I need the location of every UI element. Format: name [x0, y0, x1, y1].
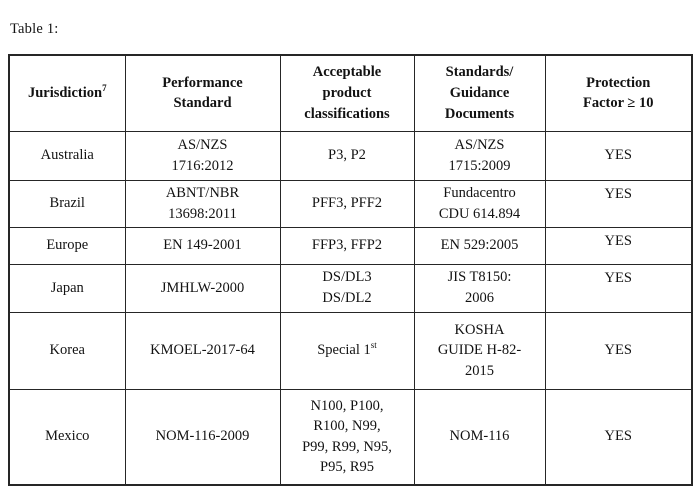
table-row: Europe EN 149-2001 FFP3, FFP2 EN 529:2005 YE… — [8, 226, 693, 265]
table-row: Australia AS/NZS 1716:2012 P3, P2 AS/NZS 17… — [8, 130, 693, 181]
table-cell: Australia — [8, 130, 126, 181]
table-header: Jurisdiction7 Performance Standard Accepta… — [8, 54, 693, 132]
table-cell: AS/NZS 1715:2009 — [413, 130, 546, 181]
table-row: Korea KMOEL-2017-64 Special 1st KOSHA GUIDE… — [8, 311, 693, 390]
table-cell: Special 1st — [279, 311, 415, 390]
table-cell: YES — [544, 388, 693, 486]
table-cell: Mexico — [8, 388, 126, 486]
table-cell: Korea — [8, 311, 126, 390]
table-cell: EN 149-2001 — [124, 226, 281, 265]
table-row: Mexico NOM-116-2009 N100, P100, R100, N99,… — [8, 388, 693, 486]
column-header-2: Acceptable product classifications — [279, 54, 415, 132]
table-cell: YES — [544, 263, 693, 313]
column-header-4: Protection Factor ≥ 10 — [544, 54, 693, 132]
table-cell: JIS T8150: 2006 — [413, 263, 546, 313]
column-header-1: Performance Standard — [124, 54, 281, 132]
table-cell: Japan — [8, 263, 126, 313]
table-cell: N100, P100, R100, N99, P99, R99, N95, P9… — [279, 388, 415, 486]
column-header-0: Jurisdiction7 — [8, 54, 126, 132]
table-cell: EN 529:2005 — [413, 226, 546, 265]
table-cell: YES — [544, 179, 693, 228]
table-caption: Table 1: — [10, 21, 59, 37]
table-row: Japan JMHLW-2000 DS/DL3 DS/DL2 JIS T8150: 2… — [8, 263, 693, 313]
table-cell: NOM-116 — [413, 388, 546, 486]
table-cell: JMHLW-2000 — [124, 263, 281, 313]
superscript: 7 — [102, 83, 107, 94]
table-cell: FFP3, FFP2 — [279, 226, 415, 265]
header-row: Jurisdiction7 Performance Standard Accepta… — [8, 54, 693, 132]
table-cell: ABNT/NBR 13698:2011 — [124, 179, 281, 228]
table-cell: P3, P2 — [279, 130, 415, 181]
table-cell: Europe — [8, 226, 126, 265]
table-cell: YES — [544, 311, 693, 390]
table-cell: KMOEL-2017-64 — [124, 311, 281, 390]
table-cell: AS/NZS 1716:2012 — [124, 130, 281, 181]
table-body: Australia AS/NZS 1716:2012 P3, P2 AS/NZS 17… — [8, 130, 693, 486]
table-cell: NOM-116-2009 — [124, 388, 281, 486]
table-cell: PFF3, PFF2 — [279, 179, 415, 228]
table-cell: Fundacentro CDU 614.894 — [413, 179, 546, 228]
superscript: st — [370, 340, 377, 351]
table-cell: KOSHA GUIDE H-82- 2015 — [413, 311, 546, 390]
document-table: Jurisdiction7 Performance Standard Accepta… — [8, 54, 693, 486]
table-cell: YES — [544, 130, 693, 181]
table-cell: DS/DL3 DS/DL2 — [279, 263, 415, 313]
table-cell: YES — [544, 226, 693, 265]
table-row: Brazil ABNT/NBR 13698:2011 PFF3, PFF2 Funda… — [8, 179, 693, 228]
table-cell: Brazil — [8, 179, 126, 228]
column-header-3: Standards/ Guidance Documents — [413, 54, 546, 132]
